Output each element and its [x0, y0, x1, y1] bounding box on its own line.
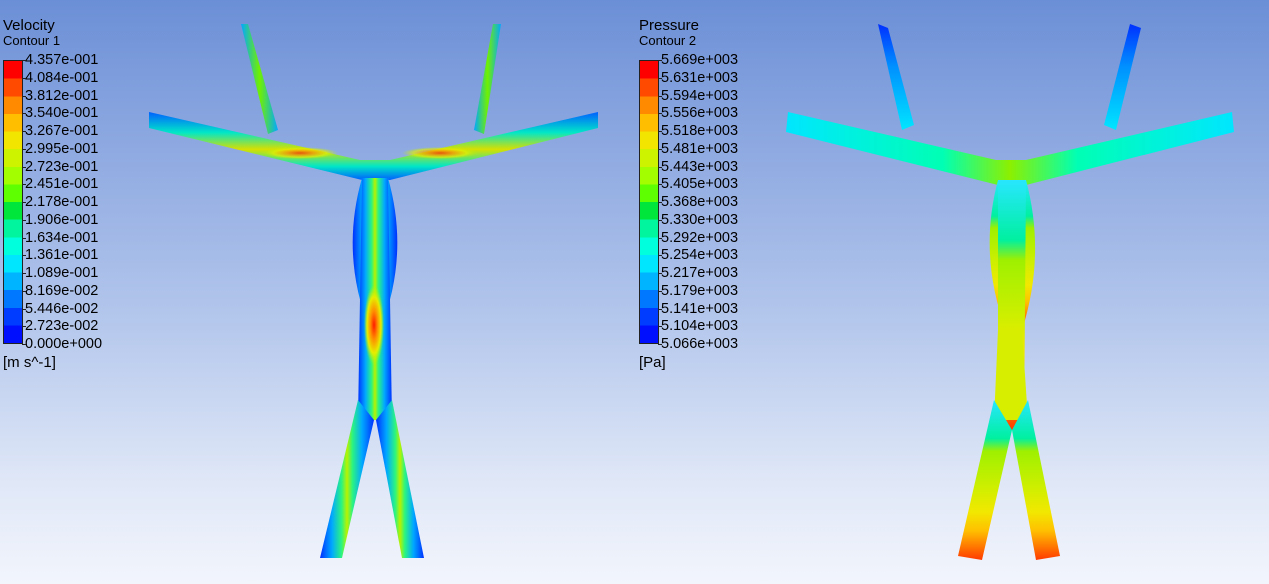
tick-label: 5.446e-002 — [21, 300, 99, 317]
tick-label: 3.812e-001 — [21, 87, 99, 104]
tick-label: 5.066e+003 — [657, 336, 739, 352]
tick-label: 2.451e-001 — [21, 176, 99, 193]
tick-label: 5.594e+003 — [657, 87, 739, 104]
tick-label: 2.723e-002 — [21, 318, 99, 335]
pressure-legend: Pressure Contour 2 5.669e+003 5.631e+003 5… — [639, 17, 738, 371]
tick-label: 2.995e-001 — [21, 140, 99, 157]
tick-label: 5.631e+003 — [657, 69, 739, 86]
tick-label: 5.292e+003 — [657, 229, 739, 246]
tick-label: 5.443e+003 — [657, 158, 739, 175]
tick-label: 0.000e+000 — [21, 336, 103, 352]
tick-label: 4.357e-001 — [21, 52, 99, 68]
tick-label: 3.267e-001 — [21, 123, 99, 139]
tick-label: 2.723e-001 — [21, 158, 99, 175]
tick-label: 1.361e-001 — [21, 247, 99, 264]
tick-label: 5.254e+003 — [657, 247, 739, 264]
pressure-contour-geometry — [786, 24, 1234, 560]
tick-label: 1.089e-001 — [21, 265, 99, 281]
tick-label: 1.634e-001 — [21, 229, 99, 246]
tick-label: 5.669e+003 — [657, 52, 739, 68]
tick-label: 5.141e+003 — [657, 300, 739, 317]
tick-label: 8.169e-002 — [21, 282, 99, 299]
tick-label: 5.179e+003 — [657, 282, 739, 299]
pressure-panel: Pressure Contour 2 5.669e+003 5.631e+003 5… — [636, 0, 1269, 584]
tick-label: 5.556e+003 — [657, 105, 739, 122]
tick-label: 5.518e+003 — [657, 123, 739, 139]
tick-label: 1.906e-001 — [21, 211, 99, 228]
velocity-legend-subtitle: Contour 1 — [3, 33, 61, 48]
pressure-legend-title: Pressure — [639, 17, 700, 34]
tick-label: 5.405e+003 — [657, 176, 739, 193]
tick-label: 5.330e+003 — [657, 211, 739, 228]
velocity-legend-title: Velocity — [3, 17, 55, 34]
tick-label: 4.084e-001 — [21, 69, 99, 86]
tick-label: 5.481e+003 — [657, 140, 739, 157]
tick-label: 5.104e+003 — [657, 318, 739, 335]
tick-label: 5.217e+003 — [657, 265, 739, 281]
velocity-legend: Velocity Contour 1 4.357e-001 4.084e-001 3… — [3, 17, 102, 371]
tick-label: 2.178e-001 — [21, 194, 99, 210]
pressure-legend-subtitle: Contour 2 — [639, 33, 697, 48]
velocity-panel: Velocity Contour 1 4.357e-001 4.084e-001 3… — [0, 0, 620, 584]
pressure-unit-label: [Pa] — [639, 354, 666, 371]
velocity-unit-label: [m s^-1] — [3, 354, 56, 371]
velocity-contour-geometry — [149, 24, 598, 558]
tick-label: 5.368e+003 — [657, 194, 739, 210]
tick-label: 3.540e-001 — [21, 105, 99, 122]
